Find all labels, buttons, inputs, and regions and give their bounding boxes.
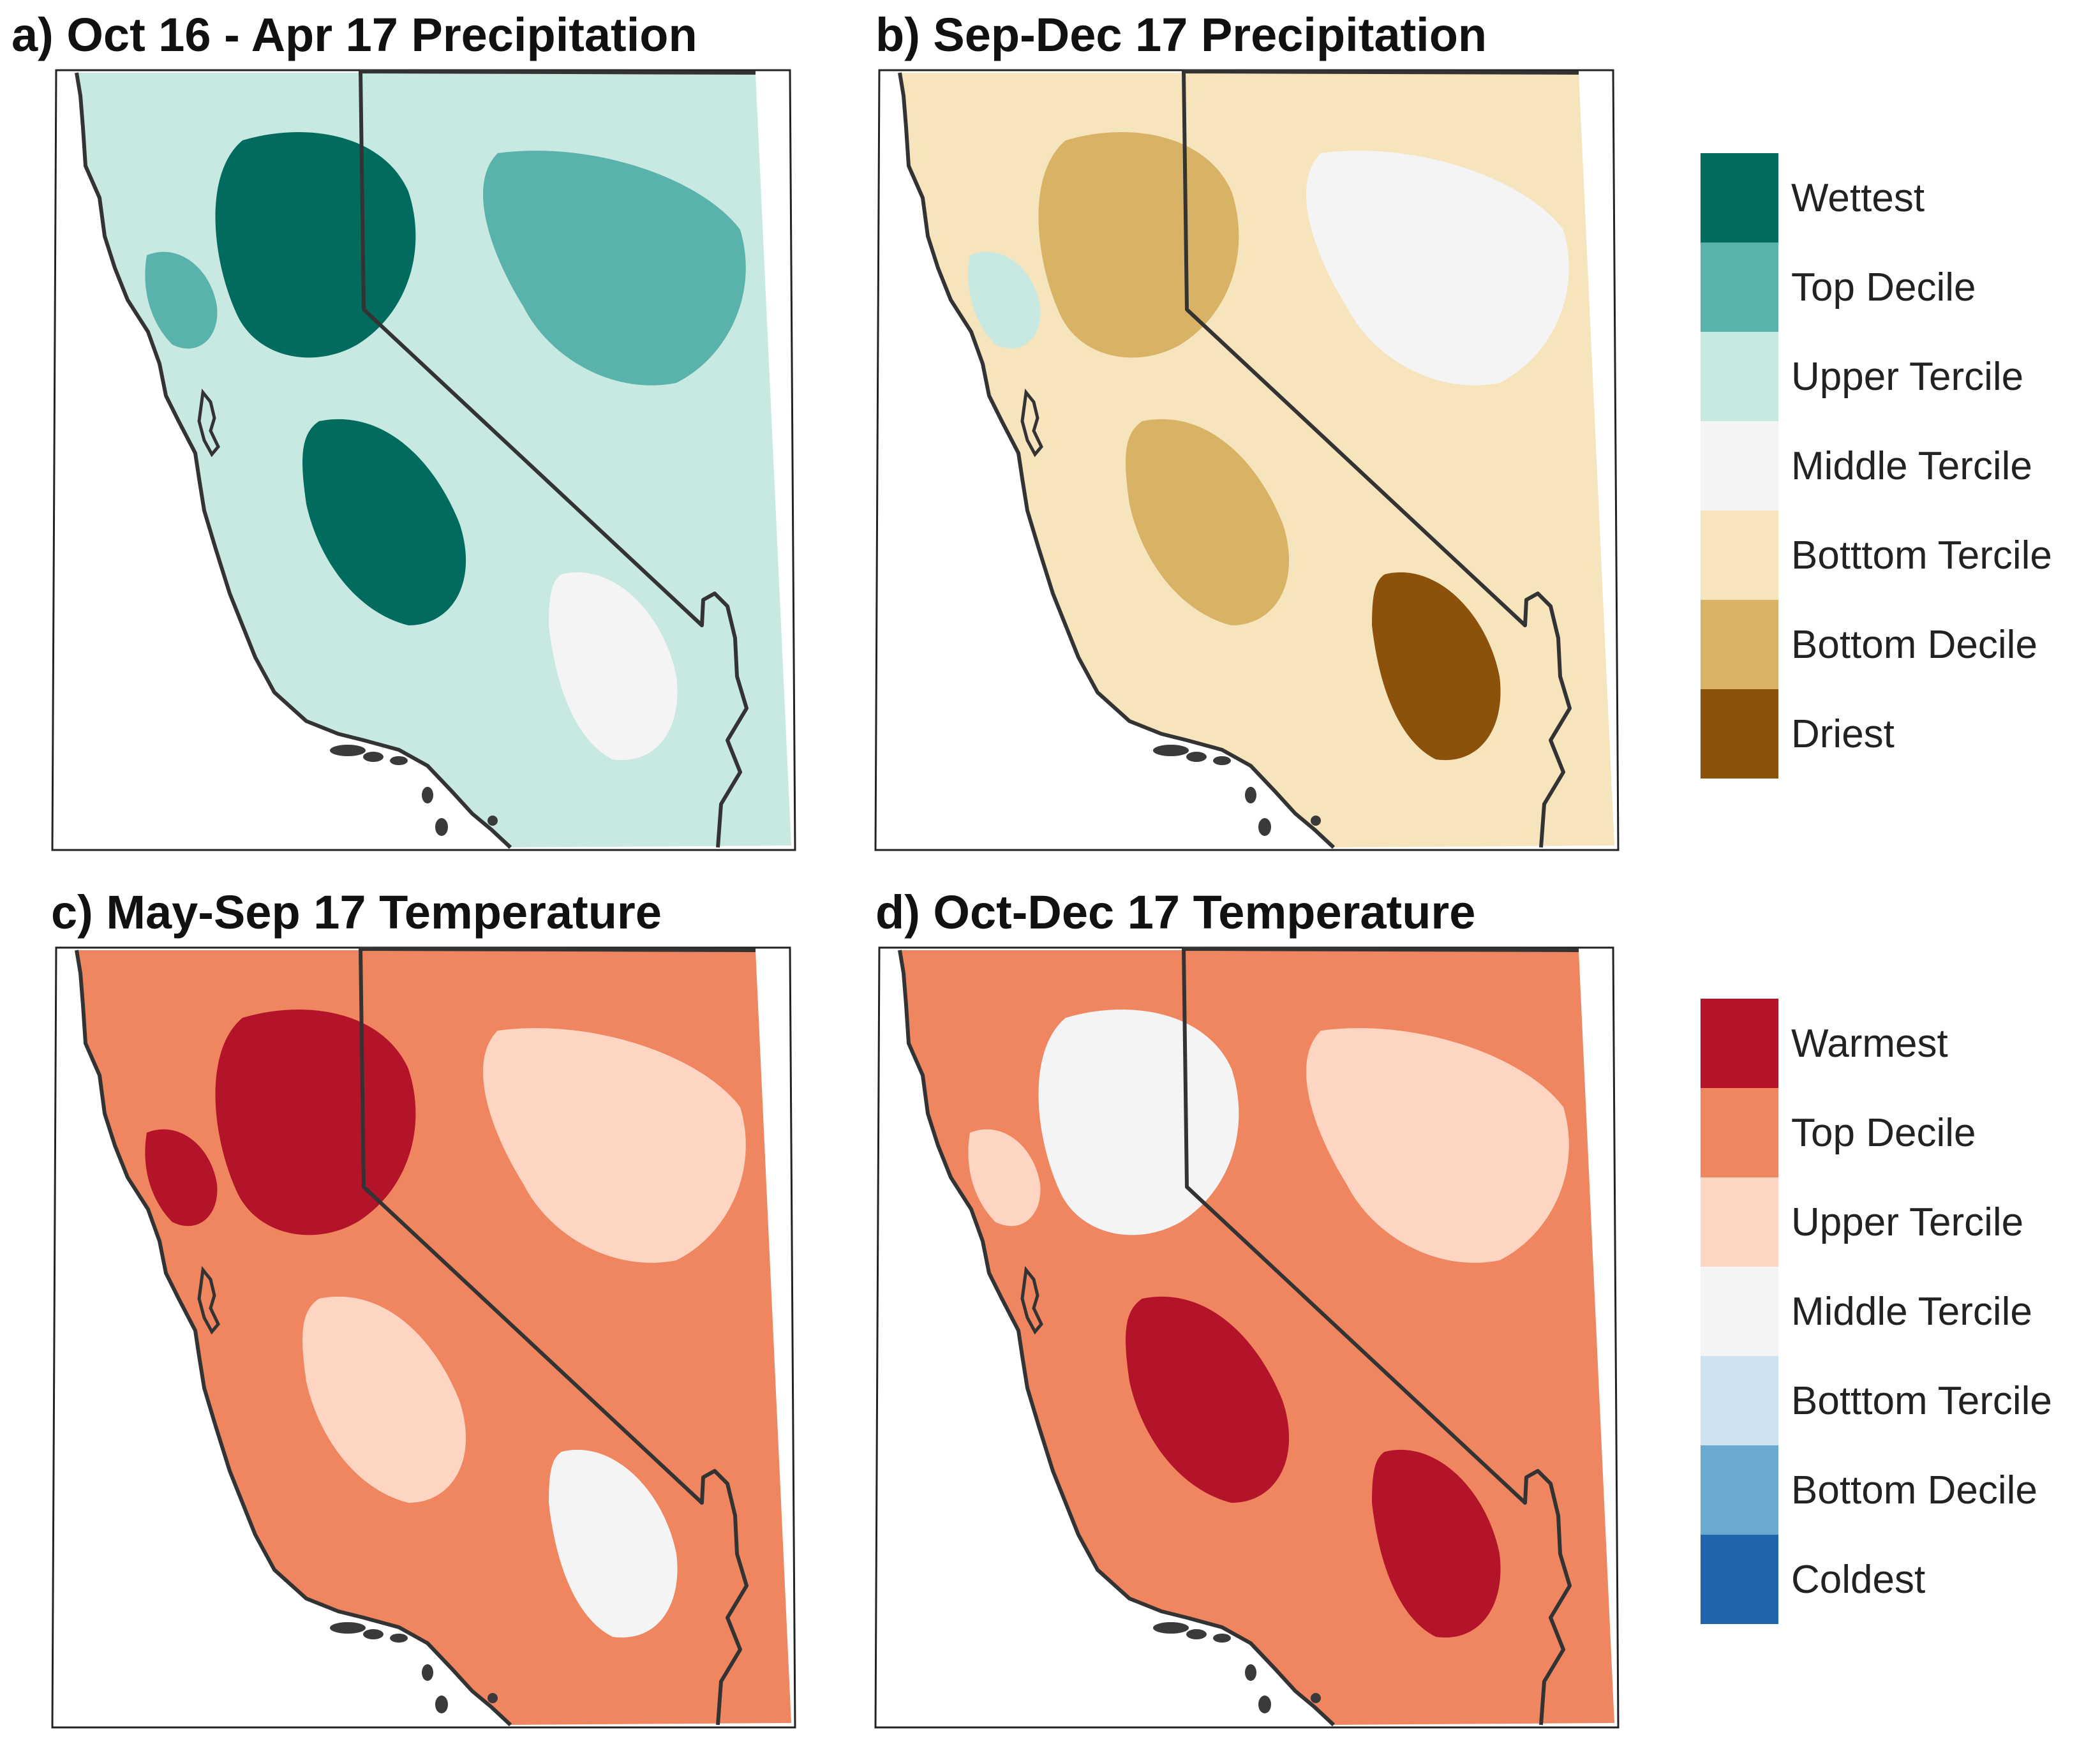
anomaly-zones: [145, 1009, 746, 1638]
anomaly-zone: [145, 251, 218, 349]
anomaly-zone: [1306, 1028, 1569, 1263]
map-panel-d: [874, 946, 1620, 1729]
channel-island: [1245, 1664, 1256, 1681]
anomaly-zone: [145, 1129, 218, 1226]
coastline: [898, 950, 1336, 1727]
channel-island: [1258, 1696, 1271, 1713]
anomaly-zone: [215, 131, 416, 358]
legend-swatch: [1701, 511, 1778, 600]
legend-label: Upper Tercile: [1791, 355, 2024, 399]
legend-swatch: [1701, 153, 1778, 242]
legend-label: Coldest: [1791, 1558, 1926, 1602]
legend-label: Botttom Tercile: [1791, 533, 2052, 578]
anomaly-zone: [483, 151, 746, 385]
map-panel-c: [51, 946, 796, 1729]
coastline: [898, 72, 1336, 849]
san-francisco-bay: [197, 1265, 220, 1335]
legend-label: Upper Tercile: [1791, 1200, 2024, 1244]
map-panel-a: [51, 69, 796, 851]
legend-label: Wettest: [1791, 176, 1925, 220]
anomaly-zone: [968, 1129, 1041, 1226]
legend-swatch: [1701, 332, 1778, 421]
anomaly-zone: [1372, 1449, 1501, 1638]
legend-swatch: [1701, 999, 1778, 1088]
legend-swatch: [1701, 600, 1778, 689]
channel-island: [435, 1696, 448, 1713]
anomaly-zone: [215, 1009, 416, 1235]
anomaly-zones: [968, 1009, 1569, 1638]
legend-swatch: [1701, 1088, 1778, 1177]
legend-label: Botttom Tercile: [1791, 1379, 2052, 1423]
state-border: [359, 70, 756, 848]
legend-swatch: [1701, 1535, 1778, 1624]
legend-label: Top Decile: [1791, 1111, 1976, 1155]
channel-island: [330, 1622, 366, 1634]
channel-island: [363, 1629, 384, 1639]
anomaly-zones: [145, 131, 746, 761]
anomaly-zone: [483, 1028, 746, 1263]
legend-swatch: [1701, 1356, 1778, 1445]
map-panel-b: [874, 69, 1620, 851]
coastline: [75, 950, 512, 1727]
anomaly-zone: [302, 419, 466, 625]
channel-island: [1186, 1629, 1207, 1639]
legend-swatch: [1701, 1267, 1778, 1356]
anomaly-zones: [968, 131, 1569, 761]
anomaly-zone: [1306, 151, 1569, 385]
anomaly-zone: [549, 1449, 678, 1638]
anomaly-zone: [968, 251, 1041, 349]
anomaly-zone: [302, 1296, 466, 1503]
channel-island: [1153, 1622, 1189, 1634]
panel-b-title: b) Sep-Dec 17 Precipitation: [875, 8, 1487, 61]
channel-island: [1213, 1634, 1231, 1643]
channel-island: [488, 1693, 498, 1703]
channel-island: [1186, 752, 1207, 762]
channel-island: [390, 1634, 408, 1643]
state-border: [359, 947, 756, 1726]
legend-label: Bottom Decile: [1791, 1468, 2037, 1512]
legend-label: Top Decile: [1791, 265, 1976, 309]
state-border: [1182, 947, 1579, 1726]
channel-island: [390, 756, 408, 765]
panel-a-title: a) Oct 16 - Apr 17 Precipitation: [11, 8, 697, 61]
panel-c-title: c) May-Sep 17 Temperature: [51, 886, 662, 939]
anomaly-zone: [1126, 419, 1290, 625]
legend-label: Middle Tercile: [1791, 1290, 2032, 1334]
channel-island: [435, 818, 448, 836]
channel-island: [330, 745, 366, 756]
state-border: [1182, 70, 1579, 848]
channel-island: [1153, 745, 1189, 756]
legend-label: Warmest: [1791, 1022, 1948, 1066]
legend-swatch: [1701, 689, 1778, 779]
anomaly-zone: [1038, 131, 1239, 358]
panel-d-title: d) Oct-Dec 17 Temperature: [875, 886, 1476, 939]
san-francisco-bay: [1020, 1265, 1043, 1335]
legend-label: Middle Tercile: [1791, 444, 2032, 488]
channel-island: [422, 1664, 433, 1681]
san-francisco-bay: [197, 388, 220, 458]
anomaly-zone: [1126, 1296, 1290, 1503]
legend-swatch: [1701, 1177, 1778, 1267]
channel-island: [488, 816, 498, 826]
legend-label: Driest: [1791, 712, 1895, 756]
anomaly-zone: [549, 572, 678, 761]
coastline: [75, 72, 512, 849]
channel-island: [1311, 1693, 1321, 1703]
legend-swatch: [1701, 421, 1778, 511]
legend-swatch: [1701, 242, 1778, 332]
channel-island: [1311, 816, 1321, 826]
anomaly-zone: [1038, 1009, 1239, 1235]
legend-label: Bottom Decile: [1791, 623, 2037, 667]
channel-island: [1213, 756, 1231, 765]
channel-island: [422, 787, 433, 803]
channel-island: [1245, 787, 1256, 803]
anomaly-zone: [1372, 572, 1501, 761]
channel-island: [363, 752, 384, 762]
legend-swatch: [1701, 1445, 1778, 1535]
channel-island: [1258, 818, 1271, 836]
san-francisco-bay: [1020, 388, 1043, 458]
